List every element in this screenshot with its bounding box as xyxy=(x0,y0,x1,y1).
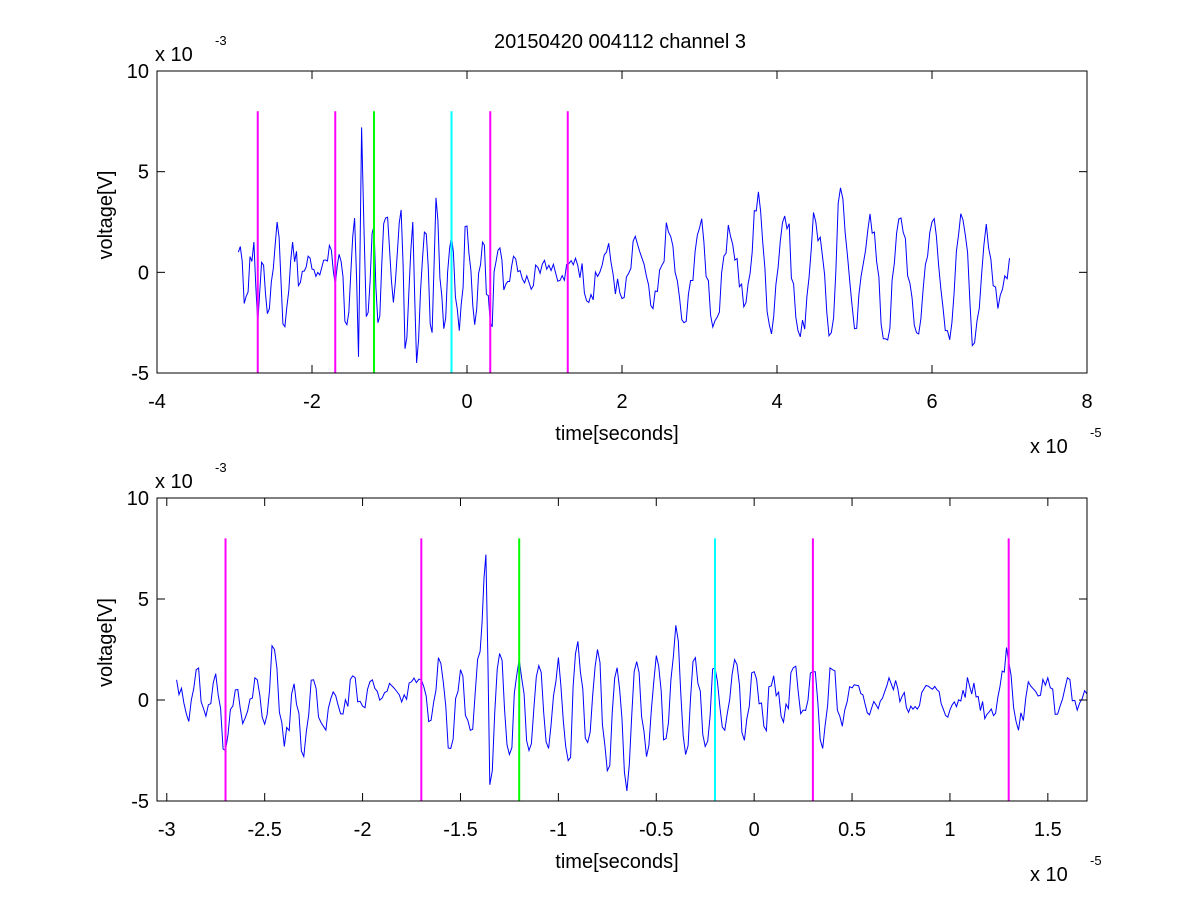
x-tick-label: -4 xyxy=(148,391,166,413)
x-exponent-superscript: -5 xyxy=(1090,425,1102,440)
y-tick-label: 0 xyxy=(138,262,149,284)
y-tick-label: 5 xyxy=(138,589,149,611)
signal-trace xyxy=(237,127,1010,363)
x-tick-label: -2 xyxy=(354,819,372,841)
x-tick-label: 8 xyxy=(1081,391,1092,413)
x-tick-label: 0 xyxy=(461,391,472,413)
y-tick-label: 5 xyxy=(138,162,149,184)
x-axis-label: time[seconds] xyxy=(555,851,678,873)
x-tick-label: 1.5 xyxy=(1034,819,1062,841)
axes-box xyxy=(156,70,1088,374)
y-tick-label: 0 xyxy=(138,690,149,712)
x-exponent-label: x 10 xyxy=(1030,864,1068,886)
x-exponent-superscript: -5 xyxy=(1090,853,1102,868)
x-tick-label: 2 xyxy=(616,391,627,413)
x-tick-label: 1 xyxy=(944,819,955,841)
subplot-2: -3 -2.5 -2 -1.5 -1 -0.5 0 0.5 1 1.5 -5 0 5 10 time[sec… xyxy=(95,460,1102,886)
x-tick-label: 4 xyxy=(771,391,782,413)
y-tick-label: 10 xyxy=(127,61,149,83)
y-tick-label: 10 xyxy=(127,488,149,510)
x-axis-label: time[seconds] xyxy=(555,423,678,445)
y-exponent-superscript: -3 xyxy=(215,33,227,48)
y-exponent-label: x 10 xyxy=(155,44,193,66)
subplot-1: -4 -2 0 2 4 6 8 -5 0 5 10 time[seconds] voltage[V] x … xyxy=(95,33,1102,458)
x-tick-label: -2 xyxy=(303,391,321,413)
y-exponent-label: x 10 xyxy=(155,471,193,493)
x-tick-label: 0 xyxy=(749,819,760,841)
y-tick-label: -5 xyxy=(131,363,149,385)
figure-title: 20150420 004112 channel 3 xyxy=(494,31,746,53)
y-axis-label: voltage[V] xyxy=(95,171,117,260)
x-tick-label: 0.5 xyxy=(838,819,866,841)
x-tick-label: -0.5 xyxy=(639,819,673,841)
y-tick-label: -5 xyxy=(131,791,149,813)
x-tick-label: -2.5 xyxy=(247,819,281,841)
y-axis-label: voltage[V] xyxy=(95,598,117,687)
x-tick-label: -1 xyxy=(549,819,567,841)
axes-box xyxy=(156,497,1088,802)
x-tick-label: 6 xyxy=(926,391,937,413)
y-exponent-superscript: -3 xyxy=(215,460,227,475)
x-exponent-label: x 10 xyxy=(1030,436,1068,458)
x-tick-label: -1.5 xyxy=(443,819,477,841)
x-tick-label: -3 xyxy=(158,819,176,841)
signal-trace xyxy=(176,554,1088,791)
subplots: -4 -2 0 2 4 6 8-50510time[seconds]voltage[V]x … xyxy=(95,33,1102,886)
